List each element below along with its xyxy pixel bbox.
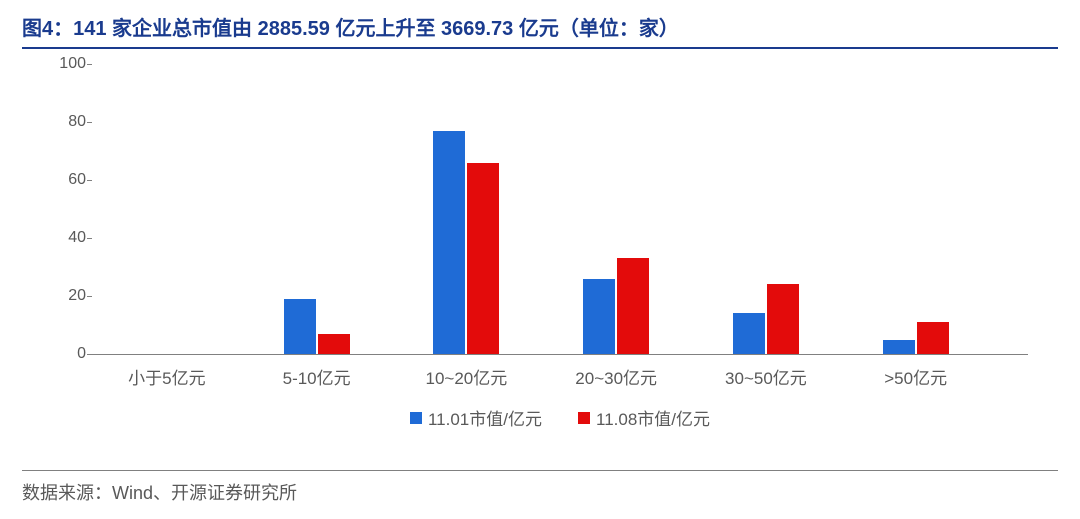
y-tick: 0 bbox=[52, 345, 86, 363]
legend-swatch bbox=[410, 412, 422, 424]
legend-swatch bbox=[578, 412, 590, 424]
bar bbox=[284, 299, 316, 354]
category-label: >50亿元 bbox=[884, 364, 947, 389]
bar bbox=[733, 313, 765, 354]
category-label: 小于5亿元 bbox=[128, 364, 205, 389]
bar bbox=[318, 334, 350, 354]
bar bbox=[617, 258, 649, 354]
y-tick: 80 bbox=[52, 113, 86, 131]
y-tick: 100 bbox=[52, 55, 86, 73]
legend-label: 11.08市值/亿元 bbox=[596, 405, 710, 430]
bar bbox=[433, 131, 465, 354]
y-tick: 60 bbox=[52, 171, 86, 189]
chart-title: 图4：141 家企业总市值由 2885.59 亿元上升至 3669.73 亿元（… bbox=[22, 12, 1058, 49]
y-tick: 20 bbox=[52, 287, 86, 305]
legend: 11.01市值/亿元 11.08市值/亿元 bbox=[92, 405, 1028, 430]
category-label: 5-10亿元 bbox=[283, 364, 351, 389]
y-tick: 40 bbox=[52, 229, 86, 247]
bar bbox=[467, 163, 499, 354]
plot-area: 020406080100小于5亿元5-10亿元10~20亿元20~30亿元30~… bbox=[92, 65, 1028, 355]
bar bbox=[917, 322, 949, 354]
chart-container: 0 20 40 60 80 100 小于5亿元 5-10亿元 10~20亿元 20~30亿元 30~… bbox=[22, 55, 1058, 465]
data-source: 数据来源：Wind、开源证券研究所 bbox=[22, 470, 1058, 505]
legend-item: 11.01市值/亿元 bbox=[410, 405, 542, 430]
bar bbox=[883, 340, 915, 355]
bar bbox=[767, 284, 799, 354]
category-label: 30~50亿元 bbox=[725, 364, 807, 389]
legend-label: 11.01市值/亿元 bbox=[428, 405, 542, 430]
category-label: 10~20亿元 bbox=[426, 364, 508, 389]
legend-item: 11.08市值/亿元 bbox=[578, 405, 710, 430]
category-label: 20~30亿元 bbox=[575, 364, 657, 389]
bar bbox=[583, 279, 615, 354]
